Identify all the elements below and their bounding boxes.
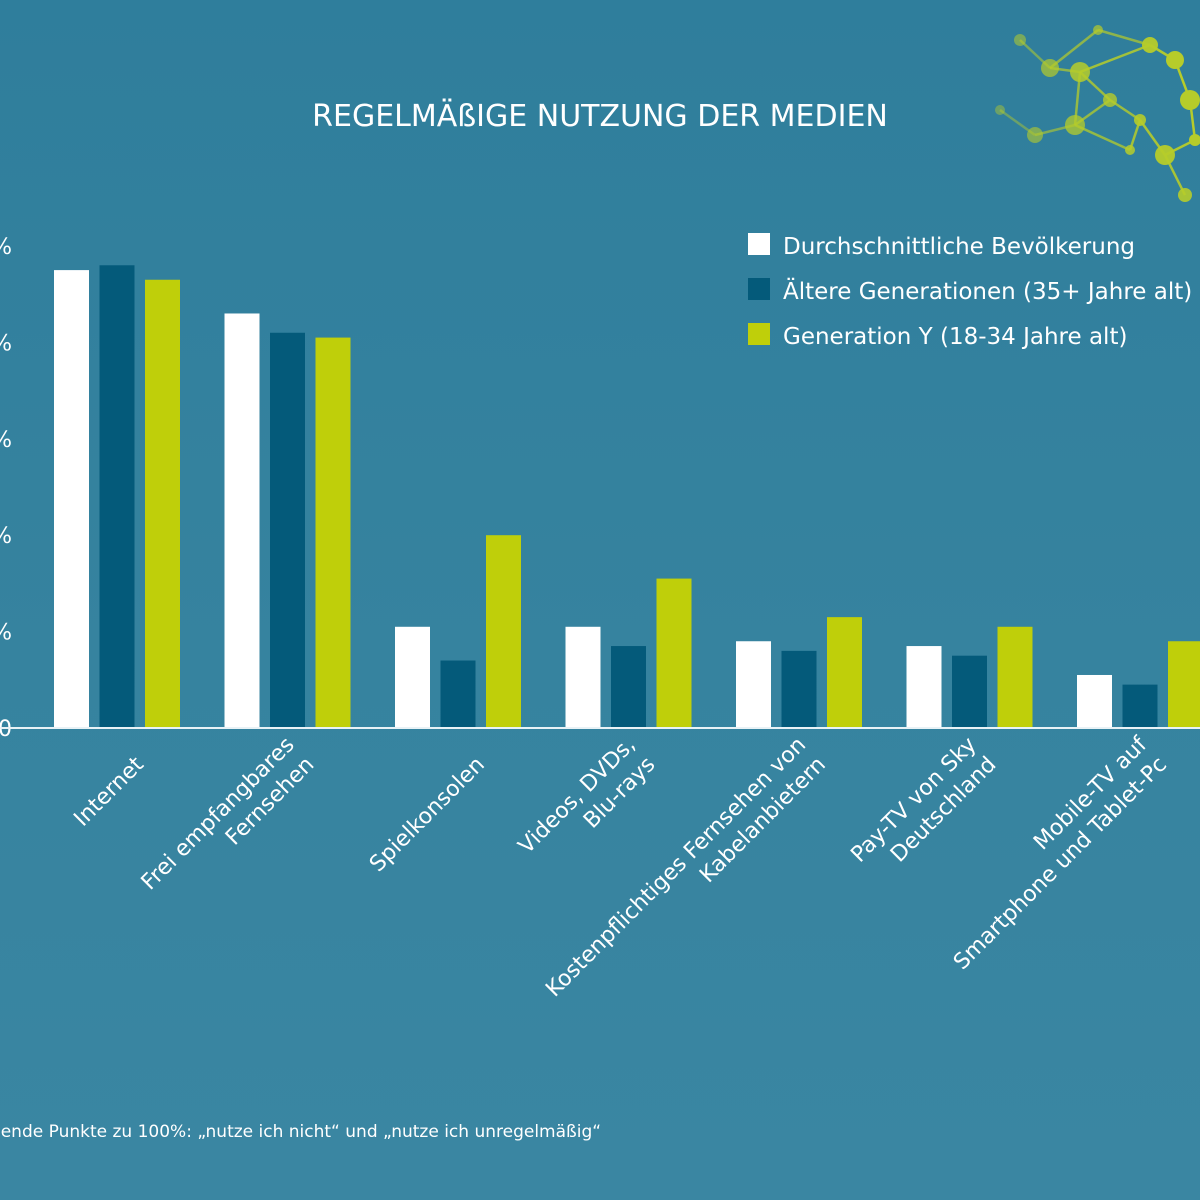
molecule-network-icon bbox=[995, 25, 1200, 202]
y-tick-label: % bbox=[0, 621, 12, 646]
footnote: lende Punkte zu 100%: „nutze ich nicht“ … bbox=[0, 1122, 601, 1142]
bar-series-1-cat-7 bbox=[1077, 674, 1112, 728]
bar-series-2-cat-5 bbox=[781, 650, 817, 728]
legend-swatch-2 bbox=[748, 278, 770, 300]
bar-series-1-cat-3 bbox=[395, 626, 430, 728]
legend-label-1: Durchschnittliche Bevölkerung bbox=[783, 234, 1135, 260]
legend-label-3: Generation Y (18-34 Jahre alt) bbox=[783, 324, 1127, 350]
legend: Durchschnittliche Bevölkerung Ältere Gene… bbox=[748, 233, 1192, 350]
bar-series-1-cat-6 bbox=[906, 646, 942, 728]
y-axis: 0%%%%% bbox=[0, 235, 12, 742]
bar-series-2-cat-1 bbox=[99, 265, 135, 728]
bar-series-2-cat-4 bbox=[611, 646, 646, 728]
bar-series-1-cat-1 bbox=[54, 270, 89, 728]
legend-swatch-3 bbox=[748, 323, 770, 345]
y-tick-label: 0 bbox=[0, 717, 12, 742]
bar-series-3-cat-3 bbox=[486, 535, 521, 728]
y-tick-label: % bbox=[0, 524, 12, 549]
bar-series-2-cat-7 bbox=[1122, 684, 1158, 728]
bar-series-2-cat-2 bbox=[270, 332, 305, 728]
y-tick-label: % bbox=[0, 428, 12, 453]
bar-series-2-cat-6 bbox=[952, 655, 987, 728]
legend-swatch-1 bbox=[748, 233, 770, 255]
bar-series-1-cat-5 bbox=[736, 641, 771, 728]
bar-series-2-cat-3 bbox=[440, 660, 476, 728]
bar-series-3-cat-2 bbox=[315, 337, 351, 728]
bar-series-1-cat-2 bbox=[224, 313, 260, 728]
bars bbox=[54, 265, 1200, 728]
bar-series-3-cat-7 bbox=[1168, 641, 1200, 728]
category-label: Spielkonsolen bbox=[365, 752, 490, 877]
bar-series-3-cat-1 bbox=[145, 279, 180, 728]
bar-series-3-cat-6 bbox=[997, 626, 1033, 728]
bar-series-3-cat-4 bbox=[656, 578, 692, 728]
bar-series-3-cat-5 bbox=[827, 617, 862, 728]
legend-label-2: Ältere Generationen (35+ Jahre alt) bbox=[783, 277, 1192, 305]
chart-title: REGELMÄßIGE NUTZUNG DER MEDIEN bbox=[312, 98, 888, 134]
bar-series-1-cat-4 bbox=[565, 626, 601, 728]
y-tick-label: % bbox=[0, 235, 12, 260]
y-tick-label: % bbox=[0, 331, 12, 356]
category-label: Internet bbox=[69, 752, 149, 832]
